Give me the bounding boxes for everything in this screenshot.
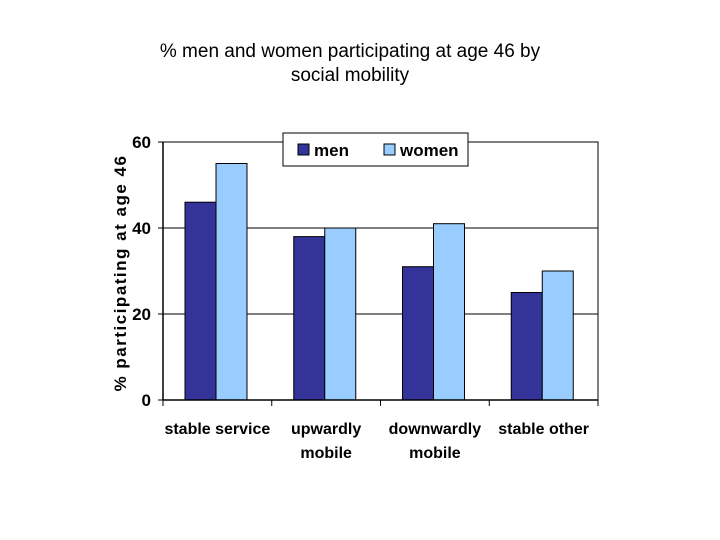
category-label-2-1: mobile (409, 445, 461, 462)
y-tick-label-60: 60 (132, 133, 151, 152)
bar-women-2 (433, 223, 465, 401)
bar-women-1 (324, 227, 357, 401)
chart-title: % men and women participating at age 46 … (60, 40, 640, 88)
bar-men-3 (510, 292, 543, 401)
legend: men women (282, 132, 469, 167)
bars (184, 163, 574, 401)
y-tick-labels: 0 20 40 60 (132, 133, 151, 410)
legend-swatch-men (297, 143, 310, 156)
legend-label-men: men (314, 141, 349, 160)
y-axis-label: % participating at age 46 (111, 155, 130, 392)
chart-title-line-1: % men and women participating at age 46 … (159, 41, 541, 62)
y-tick-label-20: 20 (132, 305, 151, 324)
bar-men-2 (402, 266, 434, 401)
bar-men-1 (293, 236, 326, 401)
bar-women-0 (215, 163, 248, 401)
legend-box (282, 132, 469, 167)
category-label-1-1: mobile (300, 445, 352, 462)
category-label-2-0: downwardly (389, 421, 482, 438)
category-labels: stable service upwardly mobile downwardly mo… (164, 421, 589, 462)
y-tick-label-40: 40 (132, 219, 151, 238)
bar-men-0 (184, 201, 217, 401)
bar-women-3 (541, 270, 574, 401)
y-tick-label-0: 0 (142, 391, 151, 410)
chart-title-line-2: social mobility (290, 65, 410, 86)
axes (158, 141, 599, 406)
legend-label-women: women (399, 141, 459, 160)
category-label-3-0: stable other (498, 421, 589, 438)
category-label-1-0: upwardly (291, 421, 361, 438)
legend-swatch-women (383, 143, 396, 156)
category-label-0-0: stable service (164, 421, 270, 438)
